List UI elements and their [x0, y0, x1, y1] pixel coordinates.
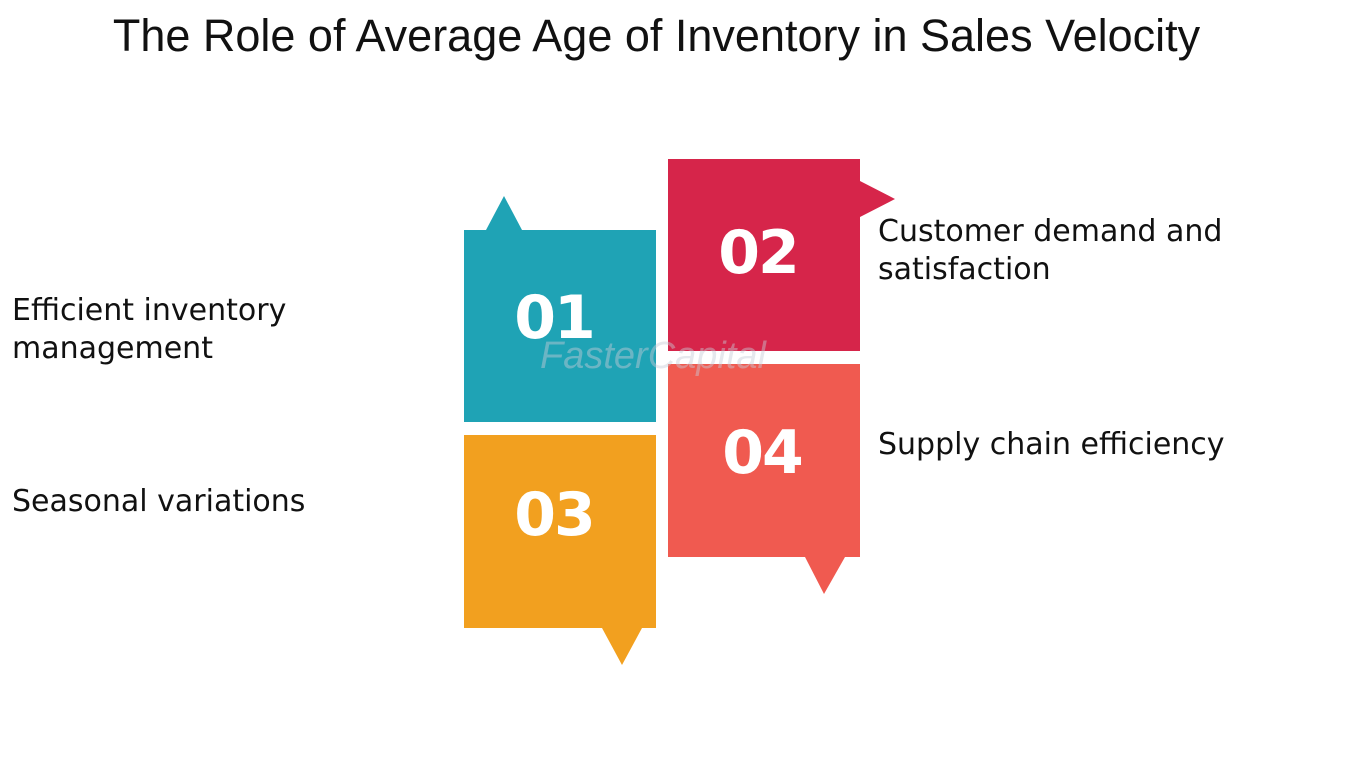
box-04: 04: [668, 364, 860, 594]
label-02-line2: satisfaction: [878, 252, 1051, 287]
box-01-number: 01: [514, 283, 594, 353]
box-01-shape: [464, 196, 656, 422]
label-01: Efficient inventory management: [12, 292, 286, 368]
label-03: Seasonal variations: [12, 483, 305, 521]
watermark: FasterCapital: [540, 335, 766, 377]
label-02: Customer demand and satisfaction: [878, 213, 1222, 289]
label-01-line2: management: [12, 331, 213, 366]
box-03-shape: [464, 435, 656, 665]
label-04-line1: Supply chain efficiency: [878, 427, 1225, 462]
label-04: Supply chain efficiency: [878, 426, 1225, 464]
label-02-line1: Customer demand and: [878, 214, 1223, 249]
label-03-line1: Seasonal variations: [12, 484, 306, 519]
box-01: 01: [464, 196, 656, 422]
box-03: 03: [464, 435, 656, 665]
box-02-number: 02: [718, 218, 798, 288]
box-04-shape: [668, 364, 860, 594]
box-02-shape: [668, 159, 895, 351]
page-title: The Role of Average Age of Inventory in …: [112, 10, 1201, 61]
box-03-number: 03: [514, 480, 594, 550]
box-04-number: 04: [722, 418, 802, 488]
box-02: 02: [668, 159, 895, 351]
label-01-line1: Efficient inventory: [12, 293, 287, 328]
